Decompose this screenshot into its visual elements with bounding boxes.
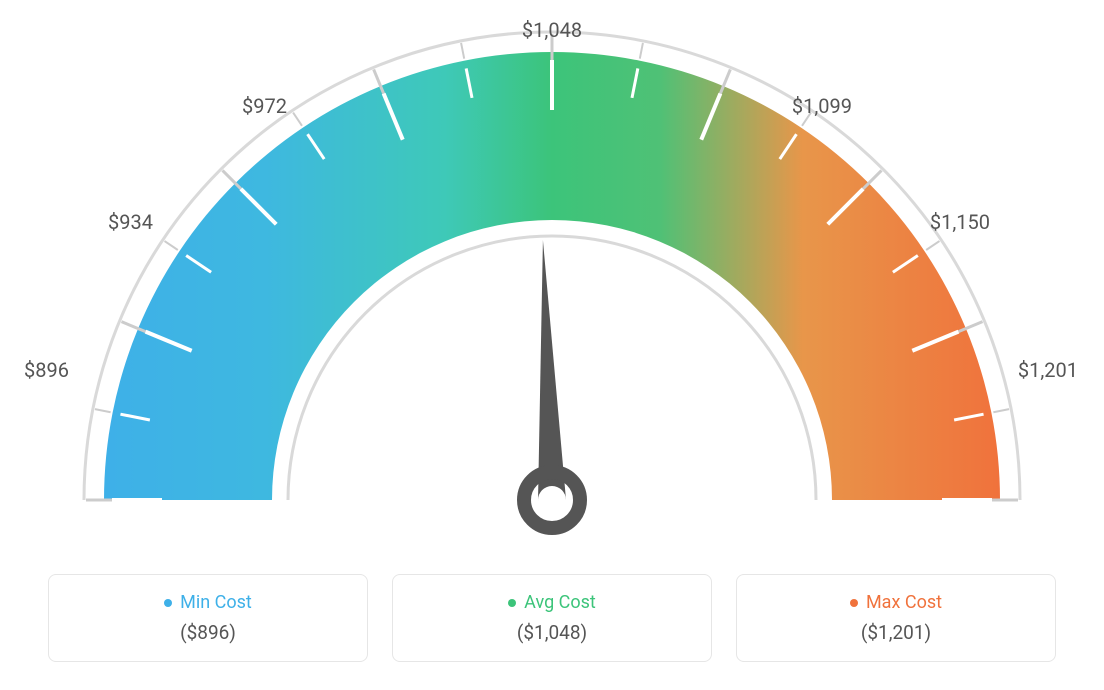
- gauge-tick-label: $1,201: [1018, 358, 1078, 382]
- legend-min-label: Min Cost: [180, 592, 252, 613]
- legend-min-box: Min Cost ($896): [48, 574, 368, 662]
- gauge-tick-label: $1,150: [930, 210, 990, 234]
- legend-max-label-row: Max Cost: [850, 592, 942, 613]
- legend-avg-box: Avg Cost ($1,048): [392, 574, 712, 662]
- cost-gauge-chart: $896 $934 $972 $1,048 $1,099 $1,150 $1,201 Min…: [0, 0, 1104, 690]
- legend-min-label-row: Min Cost: [164, 592, 252, 613]
- gauge-tick-label: $1,048: [522, 18, 582, 42]
- gauge-tick-label: $934: [108, 210, 153, 234]
- legend-min-value: ($896): [180, 621, 236, 644]
- dot-icon: [850, 599, 858, 607]
- legend-max-box: Max Cost ($1,201): [736, 574, 1056, 662]
- gauge-tick-label: $1,099: [792, 94, 852, 118]
- dot-icon: [164, 599, 172, 607]
- gauge-tick-label: $972: [242, 94, 287, 118]
- legend-row: Min Cost ($896) Avg Cost ($1,048) Max Co…: [0, 574, 1104, 662]
- legend-avg-label-row: Avg Cost: [508, 592, 596, 613]
- gauge-area: $896 $934 $972 $1,048 $1,099 $1,150 $1,201: [0, 0, 1104, 570]
- legend-max-value: ($1,201): [861, 621, 931, 644]
- dot-icon: [508, 599, 516, 607]
- legend-avg-value: ($1,048): [517, 621, 587, 644]
- gauge-svg: [0, 0, 1104, 570]
- legend-avg-label: Avg Cost: [524, 592, 596, 613]
- gauge-tick-label: $896: [24, 358, 69, 382]
- legend-max-label: Max Cost: [866, 592, 942, 613]
